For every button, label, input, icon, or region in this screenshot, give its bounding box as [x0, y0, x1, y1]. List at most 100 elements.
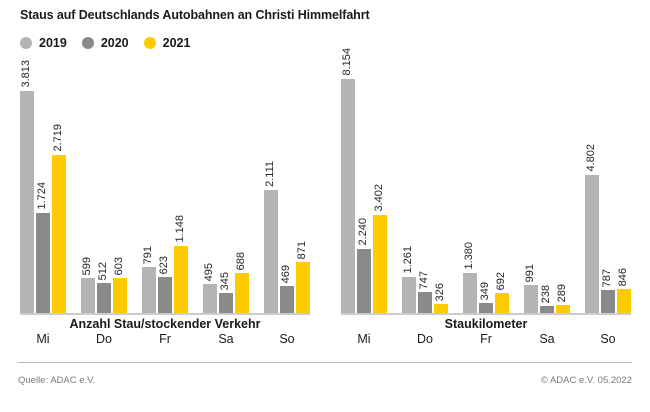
bar-col: 692: [495, 272, 509, 313]
bar-value-label: 326: [434, 282, 447, 301]
legend-label-2020: 2020: [100, 36, 129, 50]
day-labels-row: Mi Do Fr Sa So: [20, 332, 310, 346]
legend-dot-2020: [81, 37, 94, 49]
bar-col: 623: [158, 256, 172, 313]
bar-group-do: 1.261 747 326: [402, 246, 448, 313]
legend-item-2021: 2021: [143, 36, 190, 50]
bar-value-label: 349: [479, 281, 492, 300]
bar-2021-fr: [174, 246, 188, 313]
source-note: Quelle: ADAC e.V.: [18, 375, 96, 386]
bar-2021-sa: [556, 305, 570, 313]
bar-col: 495: [203, 263, 217, 313]
axis-title: Staukilometer: [444, 317, 528, 331]
bar-col: 1.148: [174, 215, 188, 313]
legend-label-2019: 2019: [39, 36, 67, 50]
bar-value-label: 623: [158, 255, 171, 274]
bar-value-label: 787: [601, 268, 614, 287]
bar-col: 871: [296, 241, 310, 313]
bar-col: 688: [235, 252, 249, 313]
bar-group-mi: 8.154 2.240 3.402: [341, 48, 387, 313]
bar-value-label: 1.261: [402, 246, 415, 274]
bar-chart-staukilometer: 8.154 2.240 3.402 1.261 747 326 1.380 349 692 991…: [341, 41, 631, 346]
bar-col: 747: [418, 271, 432, 313]
legend-item-2019: 2019: [20, 36, 67, 50]
bar-col: 991: [524, 264, 538, 313]
legend-item-2020: 2020: [81, 36, 129, 50]
bar-value-label: 1.724: [36, 182, 49, 210]
x-tick-label-sa: Sa: [539, 332, 555, 346]
bar-value-label: 4.802: [585, 144, 598, 172]
x-tick-label-mi: Mi: [357, 332, 371, 346]
bars-row: 3.813 1.724 2.719 599 512 603 791 623 1.148 495 34…: [20, 41, 310, 313]
legend: 2019 2020 2021: [20, 36, 190, 50]
bar-group-fr: 791 623 1.148: [142, 215, 188, 313]
bar-2020-mi: [36, 213, 50, 313]
bar-2019-sa: [524, 285, 538, 313]
bar-2019-fr: [463, 273, 477, 313]
x-tick-label-fr: Fr: [480, 332, 492, 346]
x-tick-label-do: Do: [96, 332, 112, 346]
x-axis-line: [341, 313, 631, 315]
bar-value-label: 512: [97, 261, 110, 280]
bar-2021-mi: [52, 155, 66, 313]
footer: Quelle: ADAC e.V. © ADAC e.V. 05.2022: [18, 375, 632, 386]
x-axis-line: [20, 313, 310, 315]
bar-2020-do: [418, 292, 432, 313]
bar-col: 603: [113, 257, 127, 313]
bar-group-so: 2.111 469 871: [264, 161, 310, 313]
bar-2020-sa: [219, 293, 233, 313]
bar-group-fr: 1.380 349 692: [463, 242, 509, 313]
bar-value-label: 289: [556, 283, 569, 302]
legend-dot-2019: [20, 37, 32, 49]
bar-2021-so: [296, 262, 310, 313]
bar-group-sa: 495 345 688: [203, 252, 249, 313]
x-tick-label-so: So: [600, 332, 616, 346]
x-tick-label-so: So: [279, 332, 295, 346]
bar-value-label: 3.813: [20, 60, 33, 88]
bar-value-label: 2.719: [52, 124, 65, 152]
bar-value-label: 495: [203, 262, 216, 281]
bar-2019-mi: [20, 91, 34, 313]
bar-col: 349: [479, 282, 493, 313]
bar-2019-do: [402, 277, 416, 313]
bar-col: 1.724: [36, 182, 50, 313]
bar-value-label: 603: [113, 256, 126, 275]
bar-col: 345: [219, 272, 233, 313]
bar-col: 238: [540, 285, 554, 313]
bar-col: 1.261: [402, 246, 416, 313]
bar-col: 8.154: [341, 48, 355, 313]
legend-dot-2021: [143, 37, 156, 49]
bar-2020-fr: [158, 277, 172, 313]
bar-col: 787: [601, 269, 615, 313]
bar-chart-anzahl-stau: 3.813 1.724 2.719 599 512 603 791 623 1.148 495 34…: [20, 41, 310, 346]
bar-col: 469: [280, 265, 294, 313]
x-tick-label-mi: Mi: [36, 332, 50, 346]
bar-col: 846: [617, 268, 631, 313]
bar-2021-sa: [235, 273, 249, 313]
bar-value-label: 1.380: [463, 242, 476, 270]
bar-col: 2.240: [357, 218, 371, 313]
bar-col: 3.813: [20, 60, 34, 313]
bar-value-label: 8.154: [341, 48, 354, 76]
bar-value-label: 871: [296, 240, 309, 259]
bar-col: 3.402: [373, 184, 387, 313]
x-tick-label-fr: Fr: [159, 332, 171, 346]
bar-value-label: 991: [524, 263, 537, 282]
axis-title: Anzahl Stau/stockender Verkehr: [69, 317, 261, 331]
bar-2019-fr: [142, 267, 156, 313]
bar-value-label: 469: [280, 264, 293, 283]
bar-group-do: 599 512 603: [81, 257, 127, 313]
bar-value-label: 2.111: [264, 161, 277, 187]
bar-value-label: 2.240: [357, 218, 370, 246]
bar-value-label: 791: [142, 245, 155, 264]
bar-2020-mi: [357, 249, 371, 313]
copyright-note: © ADAC e.V. 05.2022: [540, 375, 632, 386]
bar-2021-do: [113, 278, 127, 313]
bar-col: 791: [142, 246, 156, 313]
bar-value-label: 692: [495, 271, 508, 290]
bar-value-label: 846: [617, 267, 630, 286]
bars-row: 8.154 2.240 3.402 1.261 747 326 1.380 349 692 991…: [341, 41, 631, 313]
x-tick-label-sa: Sa: [218, 332, 234, 346]
bar-col: 2.719: [52, 124, 66, 313]
bar-col: 4.802: [585, 144, 599, 313]
